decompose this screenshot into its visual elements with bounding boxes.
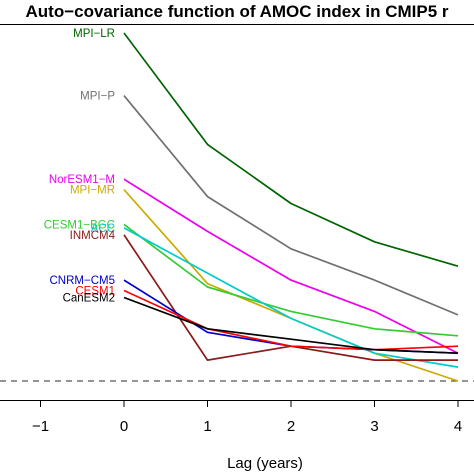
- series-lines: [123, 32, 459, 382]
- series-line-9: [123, 296, 459, 355]
- series-line-0: [123, 32, 459, 268]
- series-label-9: CanESM2: [63, 292, 115, 304]
- series-label-1: MPI−P: [80, 91, 115, 103]
- x-axis: −1 0 1 2 3 4: [32, 400, 462, 435]
- series-label-2: NorESM1−M: [49, 174, 115, 186]
- series-line-6: [123, 234, 458, 361]
- series-label-6: INMCM4: [70, 230, 116, 242]
- x-tick-label-2: 1: [203, 418, 211, 435]
- series-label-7: CNRM−CM5: [50, 275, 116, 287]
- series-label-8: CESM1: [75, 286, 115, 298]
- x-tick-label-0: −1: [32, 418, 49, 435]
- series-line-1: [123, 95, 459, 316]
- series-line-5: [123, 227, 459, 368]
- series-line-3: [123, 189, 459, 382]
- series-label-3: MPI−MR: [70, 185, 115, 197]
- x-tick-label-5: 4: [454, 418, 462, 435]
- series-line-4: [123, 223, 459, 337]
- x-tick-label-3: 2: [287, 418, 295, 435]
- series-line-2: [123, 178, 459, 354]
- chart-title: Auto−covariance function of AMOC index i…: [26, 2, 449, 21]
- series-label-0: MPI−LR: [73, 28, 115, 40]
- series-line-8: [123, 289, 459, 351]
- x-tick-label-4: 3: [370, 418, 378, 435]
- x-tick-label-1: 0: [120, 418, 128, 435]
- series-label-5: ACC: [91, 223, 115, 235]
- x-axis-label: Lag (years): [227, 455, 303, 472]
- series-label-4: CESM1−BGC: [44, 219, 115, 231]
